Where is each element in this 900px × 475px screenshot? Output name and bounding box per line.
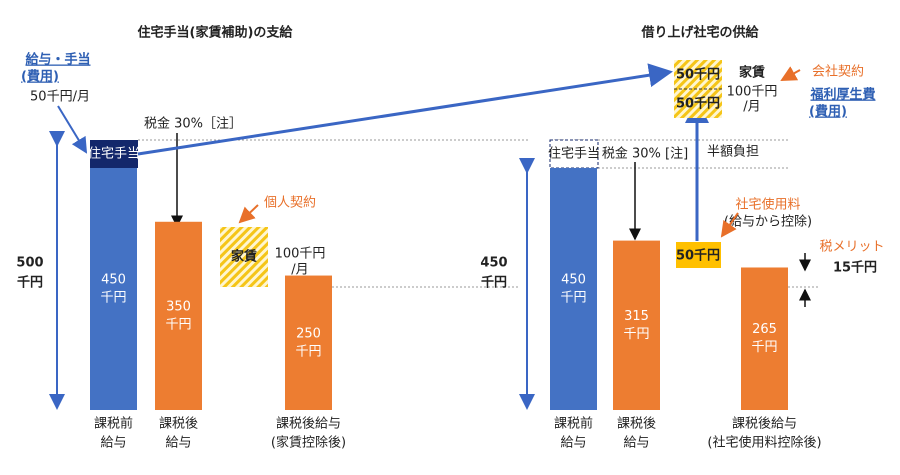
bar-unit: 千円 <box>100 290 126 305</box>
bar-caption: 課税後給与 <box>276 416 341 432</box>
half: 半額負担 <box>707 145 759 160</box>
axis-value: 500 <box>16 256 43 271</box>
bar <box>285 275 332 410</box>
bar-unit: 千円 <box>165 317 191 332</box>
bar-value: 265 <box>752 322 777 337</box>
fee-label: (給与から控除) <box>724 215 812 230</box>
rent-amount: /月 <box>743 100 760 115</box>
allowance-box <box>549 139 599 169</box>
welfare: (費用) <box>809 104 847 120</box>
bar-caption: 給与 <box>100 436 126 451</box>
bar <box>155 221 202 410</box>
axis-value: 450 <box>480 256 507 271</box>
bar-caption: 課税後 <box>159 416 198 432</box>
bar-value: 350 <box>166 299 191 314</box>
right-title: 借り上げ社宅の供給 <box>640 25 759 41</box>
bar <box>741 267 788 410</box>
tax: 税金 30%［注］ <box>144 116 242 132</box>
cost-label: 給与・手当 <box>25 52 90 68</box>
bar-unit: 千円 <box>560 290 586 305</box>
left-title: 住宅手当(家賃補助)の支給 <box>138 25 294 41</box>
bar-caption: 課税前 <box>554 416 593 432</box>
bar-value: 450 <box>561 272 586 287</box>
bar-caption: 課税前 <box>94 416 133 432</box>
allowance: 住宅手当 <box>548 147 600 162</box>
fee-amount: 50千円 <box>676 248 720 264</box>
rent-half: 50千円 <box>676 96 720 112</box>
bar-caption: 課税後 <box>617 416 656 432</box>
fee-box <box>676 242 721 268</box>
welfare: 福利厚生費 <box>809 87 875 103</box>
contract: 会社契約 <box>812 64 864 80</box>
bar <box>550 167 597 410</box>
contract: 個人契約 <box>264 196 316 211</box>
merit-amount: 15千円 <box>833 260 877 276</box>
cost-amount: 50千円/月 <box>30 90 90 105</box>
bar <box>90 167 137 410</box>
axis-unit: 千円 <box>17 275 43 291</box>
rent-label: 家賃 <box>739 65 765 81</box>
fee-label: 社宅使用料 <box>735 197 800 213</box>
bar-caption: 給与 <box>560 436 586 451</box>
cost-label: (費用) <box>21 69 59 85</box>
rent-box <box>220 227 268 287</box>
bar-value: 450 <box>101 272 126 287</box>
rent-amount: 100千円 <box>275 247 326 262</box>
bar <box>613 240 660 410</box>
rent-amount: /月 <box>291 263 308 278</box>
bar-value: 315 <box>624 309 649 324</box>
bar-caption: (家賃控除後) <box>271 435 346 451</box>
allowance: 住宅手当 <box>88 147 140 162</box>
bar-value: 250 <box>296 326 321 341</box>
merit-label: 税メリット <box>819 240 884 255</box>
bar-caption: (社宅使用料控除後) <box>707 435 821 451</box>
bar-caption: 給与 <box>165 436 191 451</box>
bar-unit: 千円 <box>623 327 649 342</box>
bar-unit: 千円 <box>295 344 321 359</box>
bar-caption: 給与 <box>623 436 649 451</box>
tax: 税金 30% [注] <box>602 146 688 162</box>
bar-unit: 千円 <box>751 340 777 355</box>
allowance-box <box>90 140 138 168</box>
rent-label: 家賃 <box>231 249 257 265</box>
bar-caption: 課税後給与 <box>732 416 797 432</box>
rent-amount: 100千円 <box>727 85 778 100</box>
rent-half: 50千円 <box>676 67 720 83</box>
axis-unit: 千円 <box>481 275 507 291</box>
